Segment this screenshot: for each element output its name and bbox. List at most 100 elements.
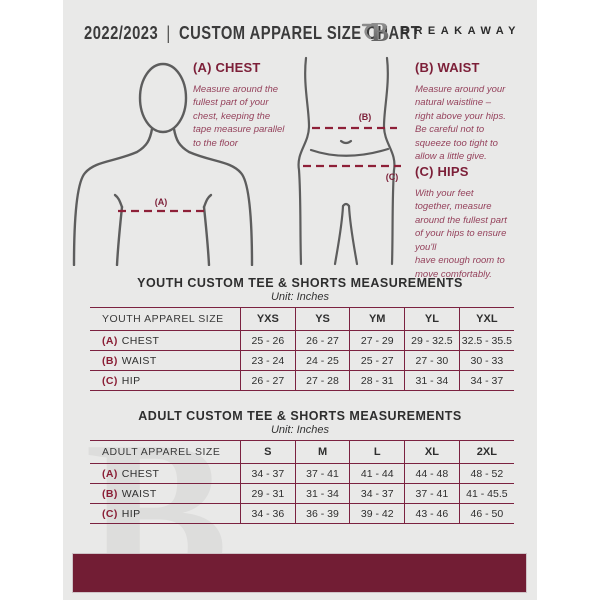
size-column-header: XL (404, 440, 460, 464)
size-column-header: S (240, 440, 296, 464)
row-label-text: WAIST (121, 487, 157, 500)
title-divider: | (166, 23, 171, 43)
youth-table-unit: Unit: Inches (270, 291, 330, 303)
brand-block: B BREAKAWAY (361, 16, 521, 45)
waist-marker-label: (B) (359, 112, 372, 122)
row-label-text: CHEST (121, 334, 160, 347)
measurement-row-label: (B) WAIST (90, 350, 241, 371)
adult-size-table-container: ADULT APPAREL SIZE S M L XL 2XL (A) CHEST 34 - 3… (90, 440, 514, 524)
measurement-cell: 29 - 31 (240, 483, 296, 504)
waist-heading: (B) WAIST (415, 60, 480, 75)
title-text: CUSTOM APPAREL SIZE CHART (178, 23, 421, 43)
row-label-text: HIP (121, 374, 141, 387)
measurement-cell: 26 - 27 (240, 370, 296, 391)
measurement-cell: 43 - 46 (404, 503, 460, 524)
row-marker: (A) (102, 467, 118, 480)
measurement-cell: 48 - 52 (458, 463, 514, 484)
lower-body-outline (297, 56, 396, 266)
apparel-size-label-header: ADULT APPAREL SIZE (90, 440, 241, 464)
page-title: 2022/2023 | CUSTOM APPAREL SIZE CHART (84, 23, 420, 44)
size-column-header: YS (294, 307, 350, 331)
adult-table-unit: Unit: Inches (270, 424, 330, 436)
row-marker: (C) (102, 507, 118, 520)
measurement-cell: 23 - 24 (240, 350, 296, 371)
size-column-header: L (349, 440, 405, 464)
size-column-header: 2XL (458, 440, 514, 464)
measurement-cell: 30 - 33 (458, 350, 514, 371)
footer-accent-bar (72, 553, 527, 593)
measurement-row: (B) WAIST 23 - 24 24 - 25 25 - 27 27 - 30 30 -… (90, 350, 514, 371)
measurement-cell: 26 - 27 (294, 330, 350, 351)
measurement-row: (C) HIP 26 - 27 27 - 28 28 - 31 31 - 34 34 - 3… (90, 370, 514, 391)
size-column-header: YL (404, 307, 460, 331)
hips-guide-section: (C) HIPS With your feet together, measur… (415, 164, 533, 281)
chest-guide-section: (A) CHEST Measure around the fullest par… (193, 60, 311, 150)
measurement-cell: 36 - 39 (294, 503, 350, 524)
chest-description: Measure around the fullest part of your … (193, 84, 285, 149)
size-column-header: YM (349, 307, 405, 331)
measurement-cell: 34 - 37 (349, 483, 405, 504)
hips-description: With your feet together, measure around … (415, 188, 507, 280)
apparel-size-label-header: YOUTH APPAREL SIZE (90, 307, 241, 331)
row-label-text: CHEST (121, 467, 160, 480)
row-marker: (B) (102, 354, 118, 367)
measurement-cell: 27 - 29 (349, 330, 405, 351)
chest-marker-label: (A) (155, 197, 168, 207)
table-header-row: YOUTH APPAREL SIZE YXS YS YM YL YXL (90, 307, 514, 331)
svg-text:B: B (371, 17, 389, 45)
table-header-row: ADULT APPAREL SIZE S M L XL 2XL (90, 440, 514, 464)
measurement-cell: 24 - 25 (294, 350, 350, 371)
waist-description: Measure around your natural waistline – … (415, 84, 506, 163)
measurement-cell: 27 - 30 (404, 350, 460, 371)
measurement-cell: 27 - 28 (294, 370, 350, 391)
measurement-cell: 32.5 - 35.5 (458, 330, 514, 351)
measurement-cell: 44 - 48 (404, 463, 460, 484)
measurement-cell: 34 - 37 (240, 463, 296, 484)
measurement-row-label: (A) CHEST (90, 330, 241, 351)
measurement-cell: 37 - 41 (294, 463, 350, 484)
row-marker: (A) (102, 334, 118, 347)
row-label-text: HIP (121, 507, 141, 520)
youth-size-table: YOUTH APPAREL SIZE YXS YS YM YL YXL (A) CHEST 25… (90, 307, 514, 391)
breakaway-b-logo-icon: B (361, 17, 389, 45)
measurement-row: (A) CHEST 25 - 26 26 - 27 27 - 29 29 - 32.5 32… (90, 330, 514, 351)
measurement-cell: 28 - 31 (349, 370, 405, 391)
measurement-cell: 25 - 26 (240, 330, 296, 351)
chest-heading: (A) CHEST (193, 60, 261, 75)
measurement-cell: 31 - 34 (294, 483, 350, 504)
adult-size-table: ADULT APPAREL SIZE S M L XL 2XL (A) CHEST 34 - 3… (90, 440, 514, 524)
measurement-cell: 41 - 44 (349, 463, 405, 484)
youth-table-title: YOUTH CUSTOM TEE & SHORTS MEASUREMENTS (137, 276, 463, 290)
size-column-header: YXS (240, 307, 296, 331)
measurement-cell: 31 - 34 (404, 370, 460, 391)
measurement-cell: 41 - 45.5 (458, 483, 514, 504)
hips-heading: (C) HIPS (415, 164, 469, 179)
edition-year: 2022/2023 (84, 23, 159, 43)
size-column-header: YXL (458, 307, 514, 331)
measurement-cell: 46 - 50 (458, 503, 514, 524)
measurement-row-label: (C) HIP (90, 370, 241, 391)
measurement-cell: 34 - 36 (240, 503, 296, 524)
measurement-row: (B) WAIST 29 - 31 31 - 34 34 - 37 37 - 41 41 -… (90, 483, 514, 504)
measurement-row-label: (C) HIP (90, 503, 241, 524)
lower-body-diagram: (B) (C) (297, 56, 401, 266)
adult-table-title: ADULT CUSTOM TEE & SHORTS MEASUREMENTS (138, 409, 462, 423)
size-column-header: M (294, 440, 350, 464)
row-label-text: WAIST (121, 354, 157, 367)
brand-name: BREAKAWAY (401, 24, 521, 37)
row-marker: (C) (102, 374, 118, 387)
measurement-cell: 39 - 42 (349, 503, 405, 524)
measurement-row-label: (A) CHEST (90, 463, 241, 484)
measurement-row-label: (B) WAIST (90, 483, 241, 504)
row-marker: (B) (102, 487, 118, 500)
hips-marker-label: (C) (386, 172, 399, 182)
measurement-cell: 37 - 41 (404, 483, 460, 504)
measurement-row: (C) HIP 34 - 36 36 - 39 39 - 42 43 - 46 46 - 5… (90, 503, 514, 524)
torso-diagram: (A) (72, 62, 254, 266)
waist-guide-section: (B) WAIST Measure around your natural wa… (415, 60, 533, 164)
measurement-row: (A) CHEST 34 - 37 37 - 41 41 - 44 44 - 48 48 -… (90, 463, 514, 484)
youth-size-table-container: YOUTH APPAREL SIZE YXS YS YM YL YXL (A) CHEST 25… (90, 307, 514, 391)
measurement-cell: 29 - 32.5 (404, 330, 460, 351)
measurement-cell: 34 - 37 (458, 370, 514, 391)
